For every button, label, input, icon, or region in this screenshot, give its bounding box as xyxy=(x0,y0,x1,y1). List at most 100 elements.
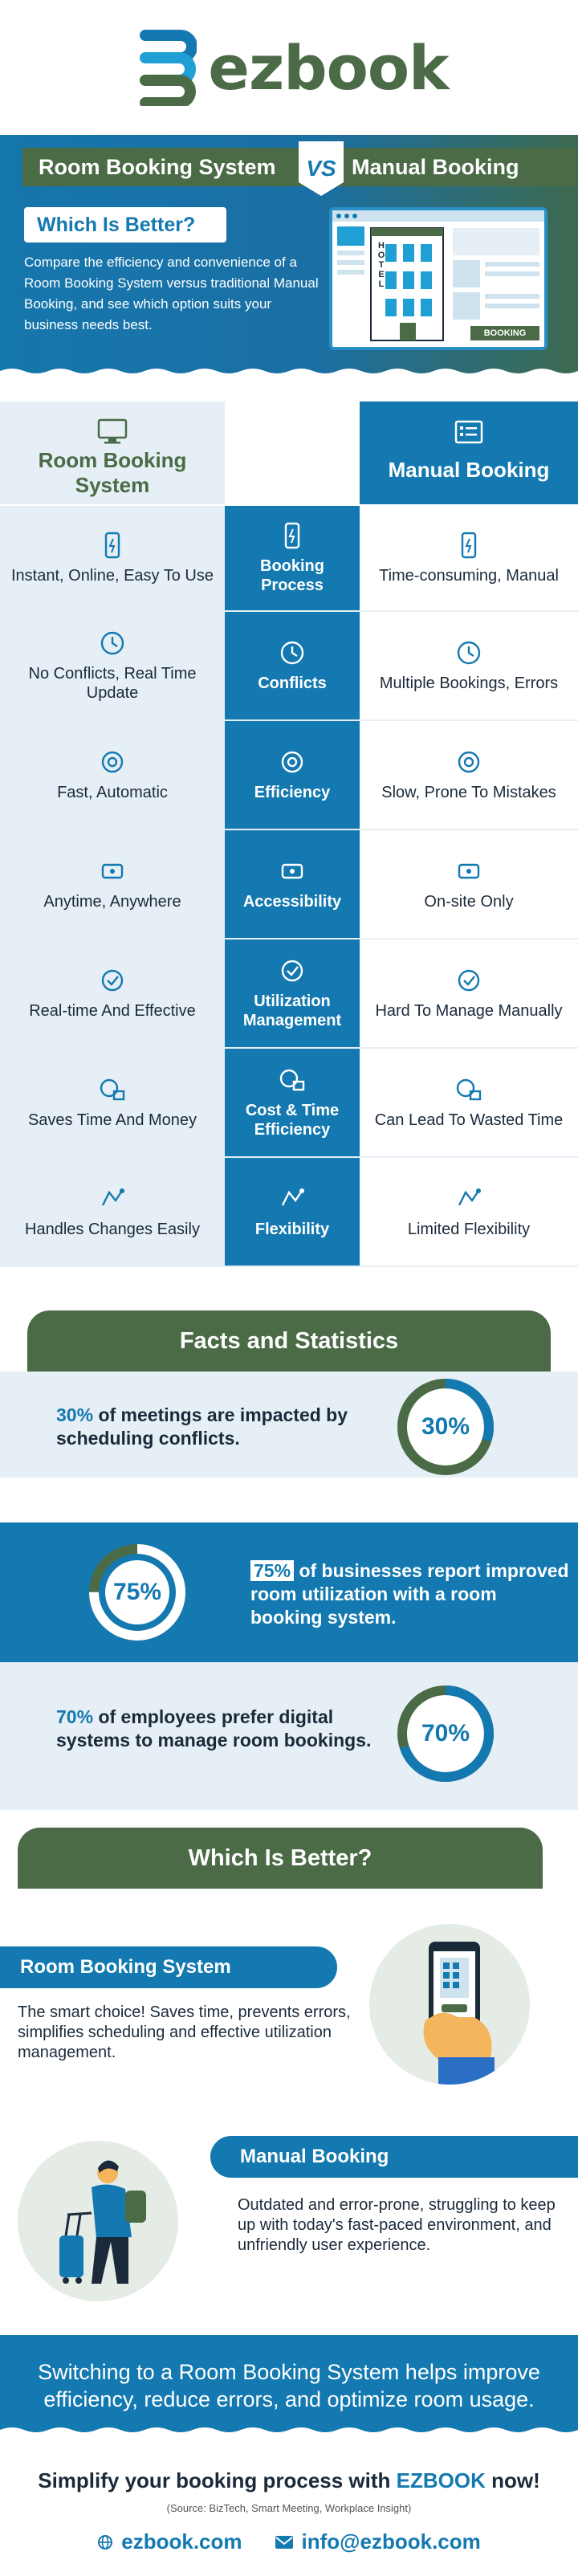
envelope-icon xyxy=(275,2535,293,2549)
source-note: (Source: BizTech, Smart Meeting, Workpla… xyxy=(166,2502,412,2514)
row-2-room-booking: No Conflicts, Real Time Update xyxy=(0,612,225,719)
row-6-criterion: Cost & Time Efficiency xyxy=(225,1049,360,1156)
clock-icon xyxy=(280,641,304,665)
email-contact[interactable]: info@ezbook.com xyxy=(275,2529,481,2554)
row-4-criterion: Accessibility xyxy=(225,830,360,938)
left-header-bg xyxy=(0,401,225,504)
row-3-criterion-label: Efficiency xyxy=(254,784,331,801)
fact-3-percent: 70% xyxy=(56,1706,94,1727)
smartphone-icon xyxy=(423,1942,495,2085)
row-divider xyxy=(0,610,578,612)
globe-icon xyxy=(98,2534,113,2550)
logo-bar: ezbook xyxy=(0,0,578,135)
row-6-criterion-label: Cost & Time Efficiency xyxy=(245,1102,340,1139)
row-6-manual: Can Lead To Wasted Time xyxy=(360,1049,578,1156)
coins-icon xyxy=(279,1069,305,1091)
manual-label: Manual Booking xyxy=(210,2136,578,2178)
fact-3-donut: 70% xyxy=(393,1681,498,1786)
row-3-manual-label: Slow, Prone To Mistakes xyxy=(381,784,556,801)
row-7-room-booking: Handles Changes Easily xyxy=(0,1158,225,1266)
clock-icon xyxy=(100,631,124,655)
wave-divider xyxy=(0,369,578,384)
row-1-room-booking-label: Instant, Online, Easy To Use xyxy=(11,567,214,585)
computer-icon xyxy=(97,418,128,444)
fact-2-percent: 75% xyxy=(250,1560,295,1581)
facts-heading: Facts and Statistics xyxy=(27,1310,551,1372)
hotel-sign: HOTEL xyxy=(377,241,386,289)
phone-icon xyxy=(461,532,477,559)
row-3-room-booking: Fast, Automatic xyxy=(0,721,225,829)
checklist-icon xyxy=(454,420,483,444)
cta-brand: EZBOOK xyxy=(396,2468,486,2492)
gear-icon xyxy=(101,751,124,773)
row-divider xyxy=(0,829,578,830)
row-2-criterion-label: Conflicts xyxy=(258,675,327,692)
target-icon xyxy=(101,969,124,992)
hero-description: Compare the efficiency and convenience o… xyxy=(24,255,319,332)
row-1-criterion: Booking Process xyxy=(225,506,360,610)
logo-mark-icon xyxy=(140,30,197,106)
row-7-manual: Limited Flexibility xyxy=(360,1158,578,1266)
row-1-room-booking: Instant, Online, Easy To Use xyxy=(0,506,225,610)
hotel-building-icon xyxy=(332,210,544,341)
donut-ring xyxy=(397,1685,494,1782)
row-5-manual: Hard To Manage Manually xyxy=(360,940,578,1047)
cta-suffix: now! xyxy=(485,2468,540,2492)
clock-icon xyxy=(457,641,481,665)
fact-2-donut: 75% xyxy=(85,1540,189,1645)
row-2-manual-label: Multiple Bookings, Errors xyxy=(379,675,559,692)
person-icon xyxy=(101,863,124,879)
website-link[interactable]: ezbook.com xyxy=(121,2529,242,2554)
phone-icon xyxy=(284,522,300,549)
right-header-label: Manual Booking xyxy=(388,458,550,482)
rbs-text: The smart choice! Saves time, prevents e… xyxy=(18,2003,351,2061)
row-2-room-booking-label: No Conflicts, Real Time Update xyxy=(28,665,197,702)
row-4-manual-label: On-site Only xyxy=(424,893,514,911)
cta-prefix: Simplify your booking process with xyxy=(38,2468,397,2492)
target-icon xyxy=(458,969,480,992)
website-contact[interactable]: ezbook.com xyxy=(97,2529,242,2554)
fact-2-text: 75% of businesses report improved room u… xyxy=(250,1559,572,1629)
row-4-criterion-label: Accessibility xyxy=(242,893,342,911)
wave-divider-bottom xyxy=(0,2427,578,2443)
row-5-room-booking: Real-time And Effective xyxy=(0,940,225,1047)
row-5-manual-label: Hard To Manage Manually xyxy=(375,1002,563,1020)
right-column-header: Manual Booking xyxy=(360,419,578,483)
row-6-room-booking: Saves Time And Money xyxy=(0,1049,225,1156)
row-6-room-booking-label: Saves Time And Money xyxy=(27,1111,197,1129)
traveler-illustration xyxy=(18,2141,178,2301)
flex-icon xyxy=(281,1188,304,1206)
hotel-illustration: HOTEL BOOKING xyxy=(329,207,547,350)
row-5-criterion-label: Utilization Management xyxy=(242,992,342,1029)
person-icon xyxy=(281,863,303,879)
person-icon xyxy=(458,863,480,879)
row-4-room-booking-label: Anytime, Anywhere xyxy=(43,893,181,911)
conclusion-banner: Switching to a Room Booking System helps… xyxy=(0,2335,578,2436)
left-column-header: Room Booking System xyxy=(0,418,225,498)
row-1-manual: Time-consuming, Manual xyxy=(360,506,578,610)
fact-3-statement: of employees prefer digital systems to m… xyxy=(56,1706,372,1751)
row-1-manual-label: Time-consuming, Manual xyxy=(379,567,559,585)
donut-label: 70% xyxy=(421,1720,470,1747)
phone-icon xyxy=(104,532,120,559)
hero-left-title: Room Booking System xyxy=(39,154,276,179)
fact-2-statement: of businesses report improved room utili… xyxy=(250,1560,569,1628)
row-divider xyxy=(0,719,578,721)
phone-illustration xyxy=(369,1924,530,2085)
hero-question: Which Is Better? xyxy=(24,207,226,243)
row-3-room-booking-label: Fast, Automatic xyxy=(57,784,168,801)
left-header-label: Room Booking System xyxy=(38,448,187,497)
row-3-criterion: Efficiency xyxy=(225,721,360,829)
call-to-action: Simplify your booking process with EZBOO… xyxy=(0,2468,578,2493)
row-4-manual: On-site Only xyxy=(360,830,578,938)
vs-badge: VS xyxy=(299,141,344,196)
row-2-criterion: Conflicts xyxy=(225,612,360,719)
rbs-label: Room Booking System xyxy=(0,1946,337,1988)
donut-label: 30% xyxy=(421,1413,470,1440)
fact-1-statement: of meetings are impacted by scheduling c… xyxy=(56,1404,348,1449)
email-link[interactable]: info@ezbook.com xyxy=(301,2529,481,2554)
row-7-criterion-label: Flexibility xyxy=(254,1221,330,1238)
fact-1-percent: 30% xyxy=(56,1404,94,1425)
row-6-manual-label: Can Lead To Wasted Time xyxy=(374,1111,564,1129)
row-divider xyxy=(0,938,578,940)
